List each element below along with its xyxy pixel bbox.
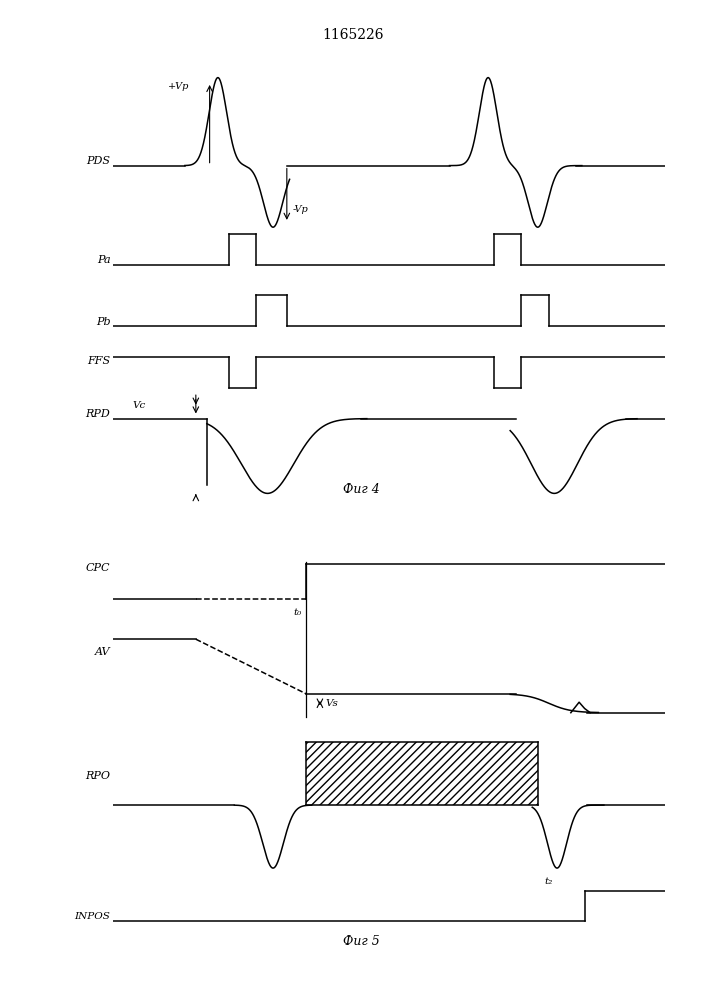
Text: Pb: Pb [95,317,110,327]
Text: t₂: t₂ [544,876,553,886]
Text: RPD: RPD [86,409,110,419]
Text: Фиг 4: Фиг 4 [343,483,380,496]
Text: Vs: Vs [325,699,339,708]
Text: Vc: Vc [132,401,146,410]
Bar [306,742,538,805]
Text: Pa: Pa [97,255,110,265]
Text: +Vp: +Vp [168,82,189,91]
Text: FFS: FFS [87,356,110,366]
Text: -Vp: -Vp [293,205,308,214]
Text: CPC: CPC [86,563,110,573]
Text: INPOS: INPOS [74,912,110,921]
Text: AV: AV [95,647,110,657]
Text: 1165226: 1165226 [323,28,384,42]
Text: PDS: PDS [86,156,110,166]
Text: t₀: t₀ [293,608,302,617]
Text: RPO: RPO [86,771,110,781]
Text: Фиг 5: Фиг 5 [343,935,380,948]
